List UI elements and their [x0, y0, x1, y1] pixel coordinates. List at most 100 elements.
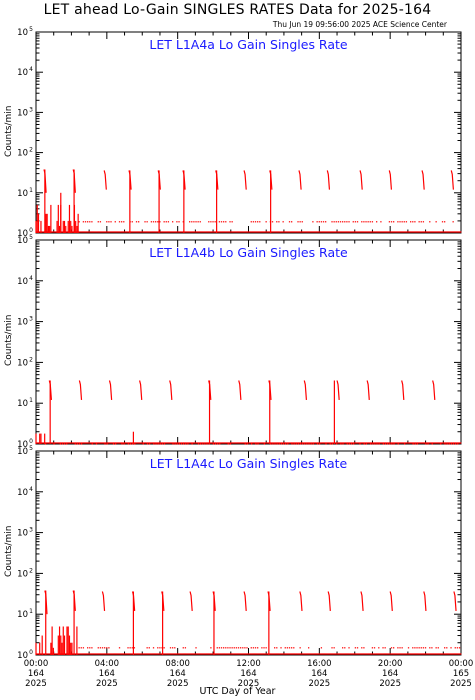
- data-point: [409, 231, 411, 233]
- data-point: [357, 442, 359, 444]
- data-point: [245, 442, 248, 444]
- data-point: [112, 231, 114, 233]
- data-point: [265, 653, 267, 655]
- data-point: [165, 442, 167, 444]
- data-point: [308, 443, 310, 445]
- data-point: [275, 653, 278, 655]
- data-point: [118, 221, 121, 223]
- data-point: [90, 231, 92, 233]
- data-point: [243, 653, 245, 655]
- data-point: [206, 442, 209, 444]
- data-point: [334, 231, 336, 233]
- data-point: [128, 653, 131, 655]
- data-point: [159, 221, 161, 223]
- data-point: [361, 231, 364, 233]
- data-point: [138, 221, 140, 223]
- data-point: [78, 653, 80, 655]
- data-point: [168, 231, 171, 233]
- data-point: [345, 653, 348, 655]
- data-point: [135, 221, 138, 223]
- data-point: [455, 231, 457, 233]
- data-point: [371, 647, 374, 649]
- data-point: [123, 442, 125, 444]
- data-point: [360, 653, 362, 655]
- data-point: [82, 231, 84, 233]
- data-point: [194, 442, 196, 444]
- data-point: [358, 442, 360, 444]
- data-point: [380, 442, 382, 444]
- data-point: [180, 231, 182, 233]
- x-axis-label: UTC Day of Year: [199, 686, 276, 697]
- data-point: [430, 231, 432, 233]
- data-point: [353, 442, 356, 444]
- data-point: [346, 442, 349, 444]
- data-point: [48, 442, 50, 444]
- y-tick-exponent: 0: [29, 438, 33, 445]
- data-point: [308, 442, 311, 444]
- data-point: [112, 442, 114, 444]
- data-point: [354, 442, 357, 444]
- data-point: [351, 231, 353, 233]
- data-point: [184, 653, 187, 655]
- data-point: [246, 443, 249, 445]
- data-point: [328, 231, 330, 233]
- data-point: [131, 653, 133, 655]
- data-point: [285, 231, 287, 233]
- data-point: [230, 442, 233, 444]
- data-point: [396, 442, 398, 444]
- panel-frame: [35, 239, 462, 445]
- data-point: [178, 231, 180, 233]
- data-point: [322, 231, 325, 233]
- data-point: [141, 442, 143, 444]
- data-point: [82, 442, 85, 444]
- data-point: [314, 231, 316, 233]
- data-point: [448, 231, 450, 233]
- data-point: [122, 442, 125, 444]
- data-point: [314, 653, 316, 655]
- data-point: [47, 442, 49, 444]
- data-point: [255, 443, 257, 445]
- data-point: [120, 442, 122, 444]
- data-point: [457, 442, 459, 444]
- data-point: [428, 231, 430, 233]
- data-point: [457, 653, 459, 655]
- data-point: [410, 221, 412, 223]
- data-point: [231, 647, 233, 649]
- spike-mark: [389, 591, 393, 612]
- y-tick-label: 10: [17, 318, 28, 328]
- data-point: [396, 653, 398, 655]
- data-point: [248, 442, 250, 444]
- data-point: [128, 653, 130, 655]
- data-point: [121, 221, 123, 223]
- data-point: [276, 221, 278, 223]
- data-point: [187, 653, 189, 655]
- data-point: [401, 231, 403, 233]
- data-point: [177, 442, 179, 444]
- data-point: [291, 647, 293, 649]
- data-point: [104, 442, 106, 444]
- data-point: [293, 443, 295, 445]
- data-point: [315, 653, 318, 655]
- data-point: [319, 231, 321, 233]
- data-point: [329, 231, 332, 233]
- data-point: [210, 231, 212, 233]
- data-point: [194, 653, 196, 655]
- data-point: [403, 221, 405, 223]
- data-point: [261, 647, 263, 649]
- data-point: [216, 442, 218, 444]
- data-point: [97, 442, 99, 444]
- data-point: [276, 443, 278, 445]
- data-point: [365, 443, 368, 445]
- data-point: [342, 231, 344, 233]
- data-point: [310, 231, 312, 233]
- data-point: [42, 231, 44, 233]
- data-point: [296, 653, 298, 655]
- data-point: [336, 442, 338, 444]
- data-point: [43, 231, 45, 233]
- data-point: [199, 443, 202, 445]
- data-point: [255, 231, 257, 233]
- data-point: [445, 231, 447, 233]
- data-point: [247, 231, 249, 233]
- data-point: [320, 647, 323, 649]
- data-point: [440, 442, 442, 444]
